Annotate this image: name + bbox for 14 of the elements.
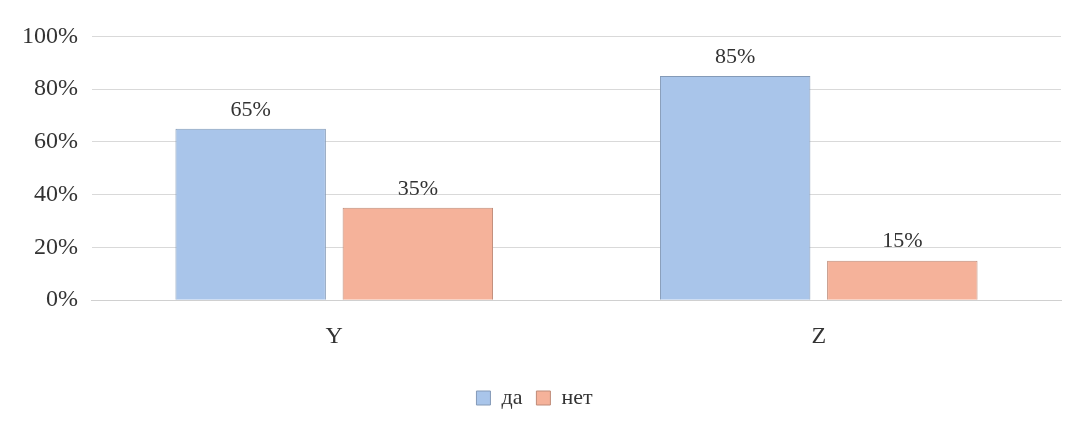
y-tick-label: 0% [45,285,78,312]
data-label: 65% [230,95,271,121]
x-tick-label: Z [811,321,827,348]
y-tick-label: 60% [33,127,78,154]
y-tick-label: 20% [33,232,78,259]
data-label: 15% [882,227,923,253]
y-tick-label: 80% [33,74,78,101]
legend-label: нет [561,383,593,409]
data-label: 35% [397,174,438,200]
legend-label: да [501,383,523,409]
data-label: 85% [715,42,756,68]
y-tick-label: 100% [21,21,78,48]
x-tick-label: Y [325,321,343,348]
y-tick-label: 40% [33,179,78,206]
